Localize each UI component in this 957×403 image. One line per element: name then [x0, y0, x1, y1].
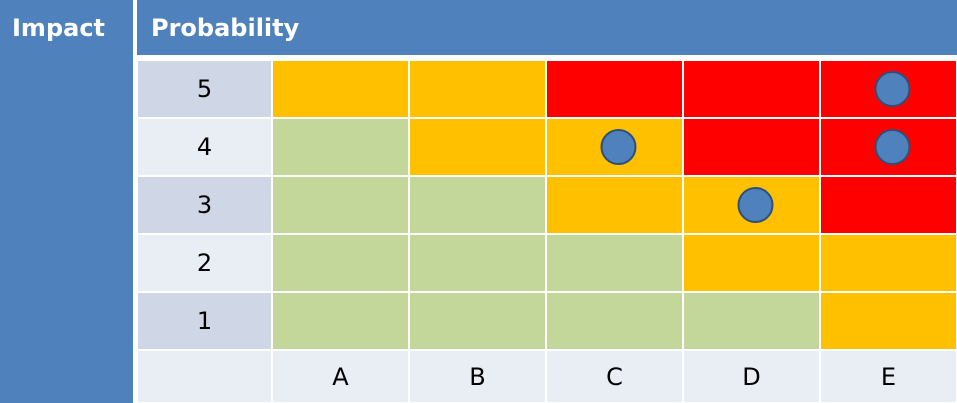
risk-cell — [271, 175, 410, 235]
row-label: 3 — [197, 191, 212, 219]
risk-cell — [819, 233, 957, 293]
row-label-cell — [136, 291, 273, 351]
row-label-cell — [136, 117, 273, 177]
risk-cell — [271, 59, 410, 119]
probability-header-bg — [137, 0, 957, 55]
risk-cell — [682, 291, 821, 351]
column-label: A — [332, 363, 349, 391]
row-label: 5 — [197, 75, 212, 103]
risk-cell — [682, 117, 821, 177]
risk-marker — [600, 129, 637, 165]
row-label-cell — [136, 59, 273, 119]
row-label: 4 — [197, 133, 212, 161]
row-label-cell — [136, 233, 273, 293]
row-label: 2 — [197, 249, 212, 277]
probability-header: Probability — [151, 14, 300, 42]
risk-cell — [271, 291, 410, 351]
row-label-cell — [136, 175, 273, 235]
risk-cell — [408, 59, 547, 119]
risk-cell — [819, 175, 957, 235]
risk-cell — [408, 233, 547, 293]
column-label: B — [469, 363, 485, 391]
column-label: E — [881, 363, 896, 391]
risk-cell — [682, 59, 821, 119]
risk-cell — [819, 291, 957, 351]
impact-header-bg — [0, 0, 133, 403]
row-label: 1 — [197, 307, 212, 335]
risk-marker — [874, 129, 911, 165]
risk-cell — [682, 233, 821, 293]
risk-cell — [545, 291, 684, 351]
risk-marker — [737, 187, 774, 223]
risk-cell — [408, 175, 547, 235]
risk-cell — [545, 59, 684, 119]
risk-cell — [408, 291, 547, 351]
risk-cell — [271, 117, 410, 177]
risk-cell — [271, 233, 410, 293]
column-label: D — [742, 363, 760, 391]
column-label: C — [606, 363, 623, 391]
risk-cell — [545, 233, 684, 293]
impact-header: Impact — [12, 14, 105, 42]
risk-cell — [545, 175, 684, 235]
risk-cell — [408, 117, 547, 177]
risk-marker — [874, 71, 911, 107]
